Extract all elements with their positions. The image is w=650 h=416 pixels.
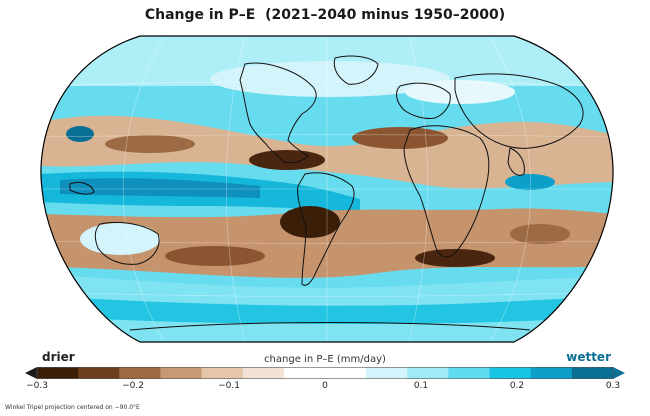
coastline-asia: [454, 73, 584, 149]
map-svg: [40, 35, 614, 343]
colorbar-segment: [571, 367, 614, 379]
coastline-africa: [403, 125, 490, 258]
map-title: Change in P–E (2021–2040 minus 1950–2000…: [144, 7, 506, 23]
climate-field: [40, 36, 614, 342]
coastlines: [69, 55, 584, 331]
drier-label: drier: [42, 350, 75, 364]
colorbar-segment: [366, 367, 408, 379]
colorbar: [25, 367, 625, 379]
colorbar-tick-label: 0.1: [413, 381, 429, 391]
colorbar-tick-label: −0.2: [122, 381, 144, 391]
wetter-label: wetter: [566, 350, 611, 364]
colorbar-segment: [489, 367, 532, 379]
coastline-south-america: [297, 172, 355, 286]
colorbar-tick-label: 0.3: [605, 381, 621, 391]
colorbar-segment: [530, 367, 573, 379]
projection-note: Winkel Tripel projection centered on −90…: [5, 404, 140, 411]
colorbar-tick-label: −0.3: [26, 381, 48, 391]
colorbar-segment: [448, 367, 491, 379]
colorbar-left-arrow: [25, 367, 37, 379]
colorbar-segment: [242, 367, 285, 379]
colorbar-tick-label: −0.1: [218, 381, 240, 391]
coastline-maritime-continent: [69, 181, 95, 195]
colorbar-title: change in P–E (mm/day): [264, 354, 386, 365]
coastline-australia: [94, 221, 160, 265]
coastline-greenland: [333, 55, 379, 85]
colorbar-segment: [325, 367, 367, 379]
colorbar-outline: [36, 367, 614, 379]
coastline-india: [507, 147, 525, 176]
colorbar-tick-label: 0: [322, 381, 328, 391]
coastline-antarctica: [129, 322, 531, 331]
colorbar-tick-label: 0.2: [509, 381, 525, 391]
colorbar-segment: [78, 367, 120, 379]
precipitation-change-map: [40, 34, 614, 344]
colorbar-right-arrow: [613, 367, 625, 379]
colorbar-segment: [160, 367, 203, 379]
colorbar-segment: [201, 367, 244, 379]
colorbar-segment: [37, 367, 79, 379]
map-border: [40, 35, 614, 343]
coastline-north-america: [239, 62, 317, 164]
colorbar-segment: [283, 367, 326, 379]
colorbar-segment: [119, 367, 161, 379]
graticule: [40, 36, 614, 342]
colorbar-segment: [407, 367, 449, 379]
coastline-europe: [396, 82, 451, 119]
